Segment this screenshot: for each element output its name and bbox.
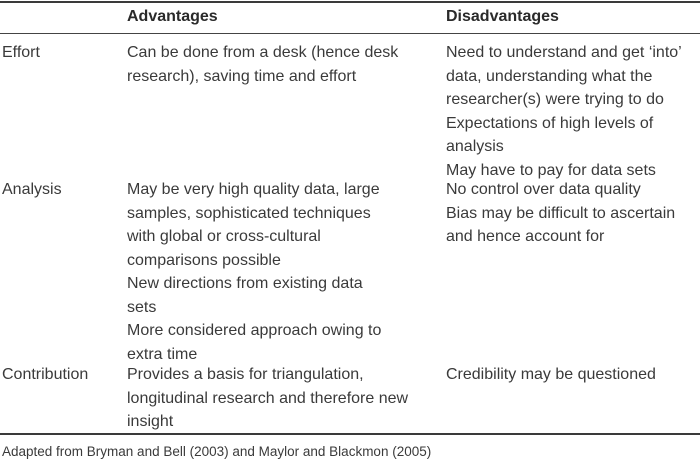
list-item: May be very high quality data, large sam… bbox=[127, 181, 380, 269]
list-item: More considered approach owing to extra … bbox=[127, 322, 382, 363]
header-advantages: Advantages bbox=[127, 8, 218, 25]
list-item: Provides a basis for triangulation, long… bbox=[127, 366, 409, 430]
list-item: Can be done from a desk (hence desk rese… bbox=[127, 44, 399, 85]
list-item: Credibility may be questioned bbox=[446, 366, 656, 383]
advantages-cell: Provides a basis for triangulation, long… bbox=[127, 363, 427, 434]
row-label: Contribution bbox=[2, 366, 89, 383]
source-footnote: Adapted from Bryman and Bell (2003) and … bbox=[2, 444, 432, 459]
row-label: Effort bbox=[2, 44, 40, 61]
disadvantages-cell: No control over data quality Bias may be… bbox=[446, 178, 696, 249]
list-item: Expectations of high levels of analysis bbox=[446, 114, 654, 156]
bottom-rule bbox=[0, 433, 700, 435]
disadvantages-cell: Credibility may be questioned bbox=[446, 363, 700, 387]
advantages-cell: May be very high quality data, large sam… bbox=[127, 178, 403, 366]
row-label: Analysis bbox=[2, 181, 62, 198]
header-rule bbox=[0, 33, 700, 34]
list-item: New directions from existing data sets bbox=[127, 275, 363, 316]
disadvantages-cell: Need to understand and get ‘into’ data, … bbox=[446, 41, 700, 182]
list-item: No control over data quality bbox=[446, 181, 641, 198]
top-rule bbox=[0, 1, 700, 3]
header-disadvantages: Disadvantages bbox=[446, 8, 559, 25]
list-item: Bias may be difficult to ascertain and h… bbox=[446, 204, 676, 246]
list-item: May have to pay for data sets bbox=[446, 161, 656, 179]
advantages-cell: Can be done from a desk (hence desk rese… bbox=[127, 41, 427, 88]
list-item: Need to understand and get ‘into’ data, … bbox=[446, 44, 682, 108]
